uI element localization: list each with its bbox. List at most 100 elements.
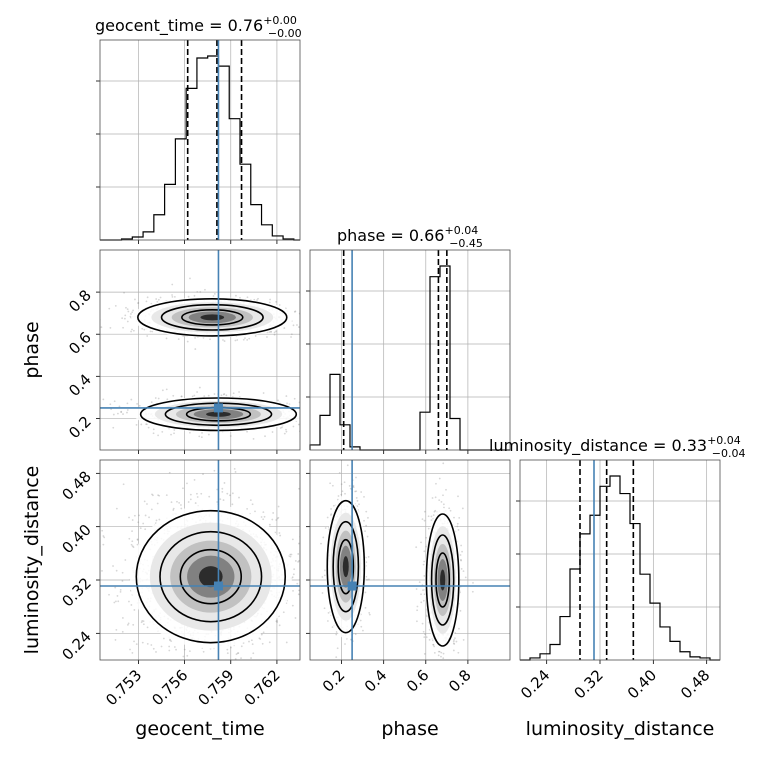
scatter-point [216,501,219,503]
scatter-point [305,404,307,406]
scatter-point [234,658,237,660]
scatter-point [155,651,157,653]
scatter-point [292,589,294,592]
scatter-point [65,415,67,417]
scatter-point [297,423,300,426]
scatter-point [307,573,309,575]
scatter-point [332,504,335,507]
scatter-point [294,617,297,619]
scatter-point [448,507,451,510]
scatter-point [290,553,293,556]
scatter-point [125,306,127,309]
y-tick-label: 0.4 [65,370,95,400]
scatter-point [343,481,346,484]
scatter-point [190,661,192,663]
scatter-point [103,536,106,539]
scatter-point [273,333,276,336]
scatter-point [128,600,130,603]
scatter-point [298,589,300,592]
scatter-point [301,623,303,625]
scatter-point [423,510,426,513]
scatter-point [294,310,297,313]
scatter-point [277,505,280,508]
scatter-point [188,431,191,434]
scatter-point [132,546,135,549]
scatter-point [322,536,325,539]
scatter-point [366,535,369,538]
scatter-point [303,320,305,322]
scatter-point [146,626,149,629]
scatter-point [368,613,371,616]
scatter-point [445,488,447,491]
scatter-point [196,492,198,495]
scatter-point [285,428,287,431]
hist-step [100,55,300,241]
scatter-point [135,423,138,426]
scatter-point [169,639,171,642]
scatter-point [330,514,332,517]
scatter-point [432,677,434,679]
scatter-point [437,650,440,653]
scatter-point [330,513,333,516]
scatter-point [140,423,143,426]
scatter-point [458,516,461,519]
scatter-point [355,476,357,479]
scatter-point [109,326,112,329]
scatter-point [268,523,271,526]
scatter-point [278,624,281,627]
scatter-point [135,643,138,646]
contour-line [181,308,244,326]
scatter-point [148,516,150,519]
scatter-point [146,503,148,505]
scatter-point [95,424,97,426]
scatter-point [365,575,368,578]
scatter-point [124,559,127,561]
scatter-point [230,646,232,649]
scatter-point [129,315,132,318]
y-tick-label: 0.6 [65,328,95,358]
contour-line [332,520,360,613]
scatter-point [246,507,249,510]
scatter-point [257,297,259,300]
scatter-point [323,607,326,610]
scatter-point [223,393,226,395]
scatter-point [428,638,431,641]
scatter-point [365,510,368,513]
scatter-point [113,400,116,403]
scatter-point [307,420,309,422]
scatter-point [233,468,236,470]
scatter-point [131,652,134,654]
scatter-point [226,652,229,655]
scatter-point [452,642,455,645]
scatter-point [131,545,134,547]
scatter-point [259,638,262,640]
scatter-point [437,661,439,663]
contour-line [135,509,287,644]
scatter-point [327,611,330,614]
scatter-point [234,471,237,473]
scatter-point [182,487,184,490]
scatter-point [363,519,365,522]
scatter-point [193,294,196,297]
scatter-point [272,512,275,514]
y-tick-label: 0.48 [58,467,94,503]
scatter-point [168,649,171,652]
scatter-point [293,568,296,571]
scatter-point [306,606,308,608]
scatter-point [98,319,100,321]
contour-line [179,548,243,605]
scatter-point [321,592,324,594]
scatter-point [136,538,139,541]
scatter-point [367,555,370,558]
scatter-point [355,490,358,493]
scatter-point [200,436,203,439]
scatter-point [362,629,364,632]
scatter-point [444,665,446,667]
scatter-point [109,403,112,406]
scatter-point [354,490,357,493]
scatter-point [459,609,462,612]
scatter-point [331,664,333,666]
scatter-point [157,397,160,400]
scatter-point [442,657,445,660]
scatter-point [145,423,148,426]
